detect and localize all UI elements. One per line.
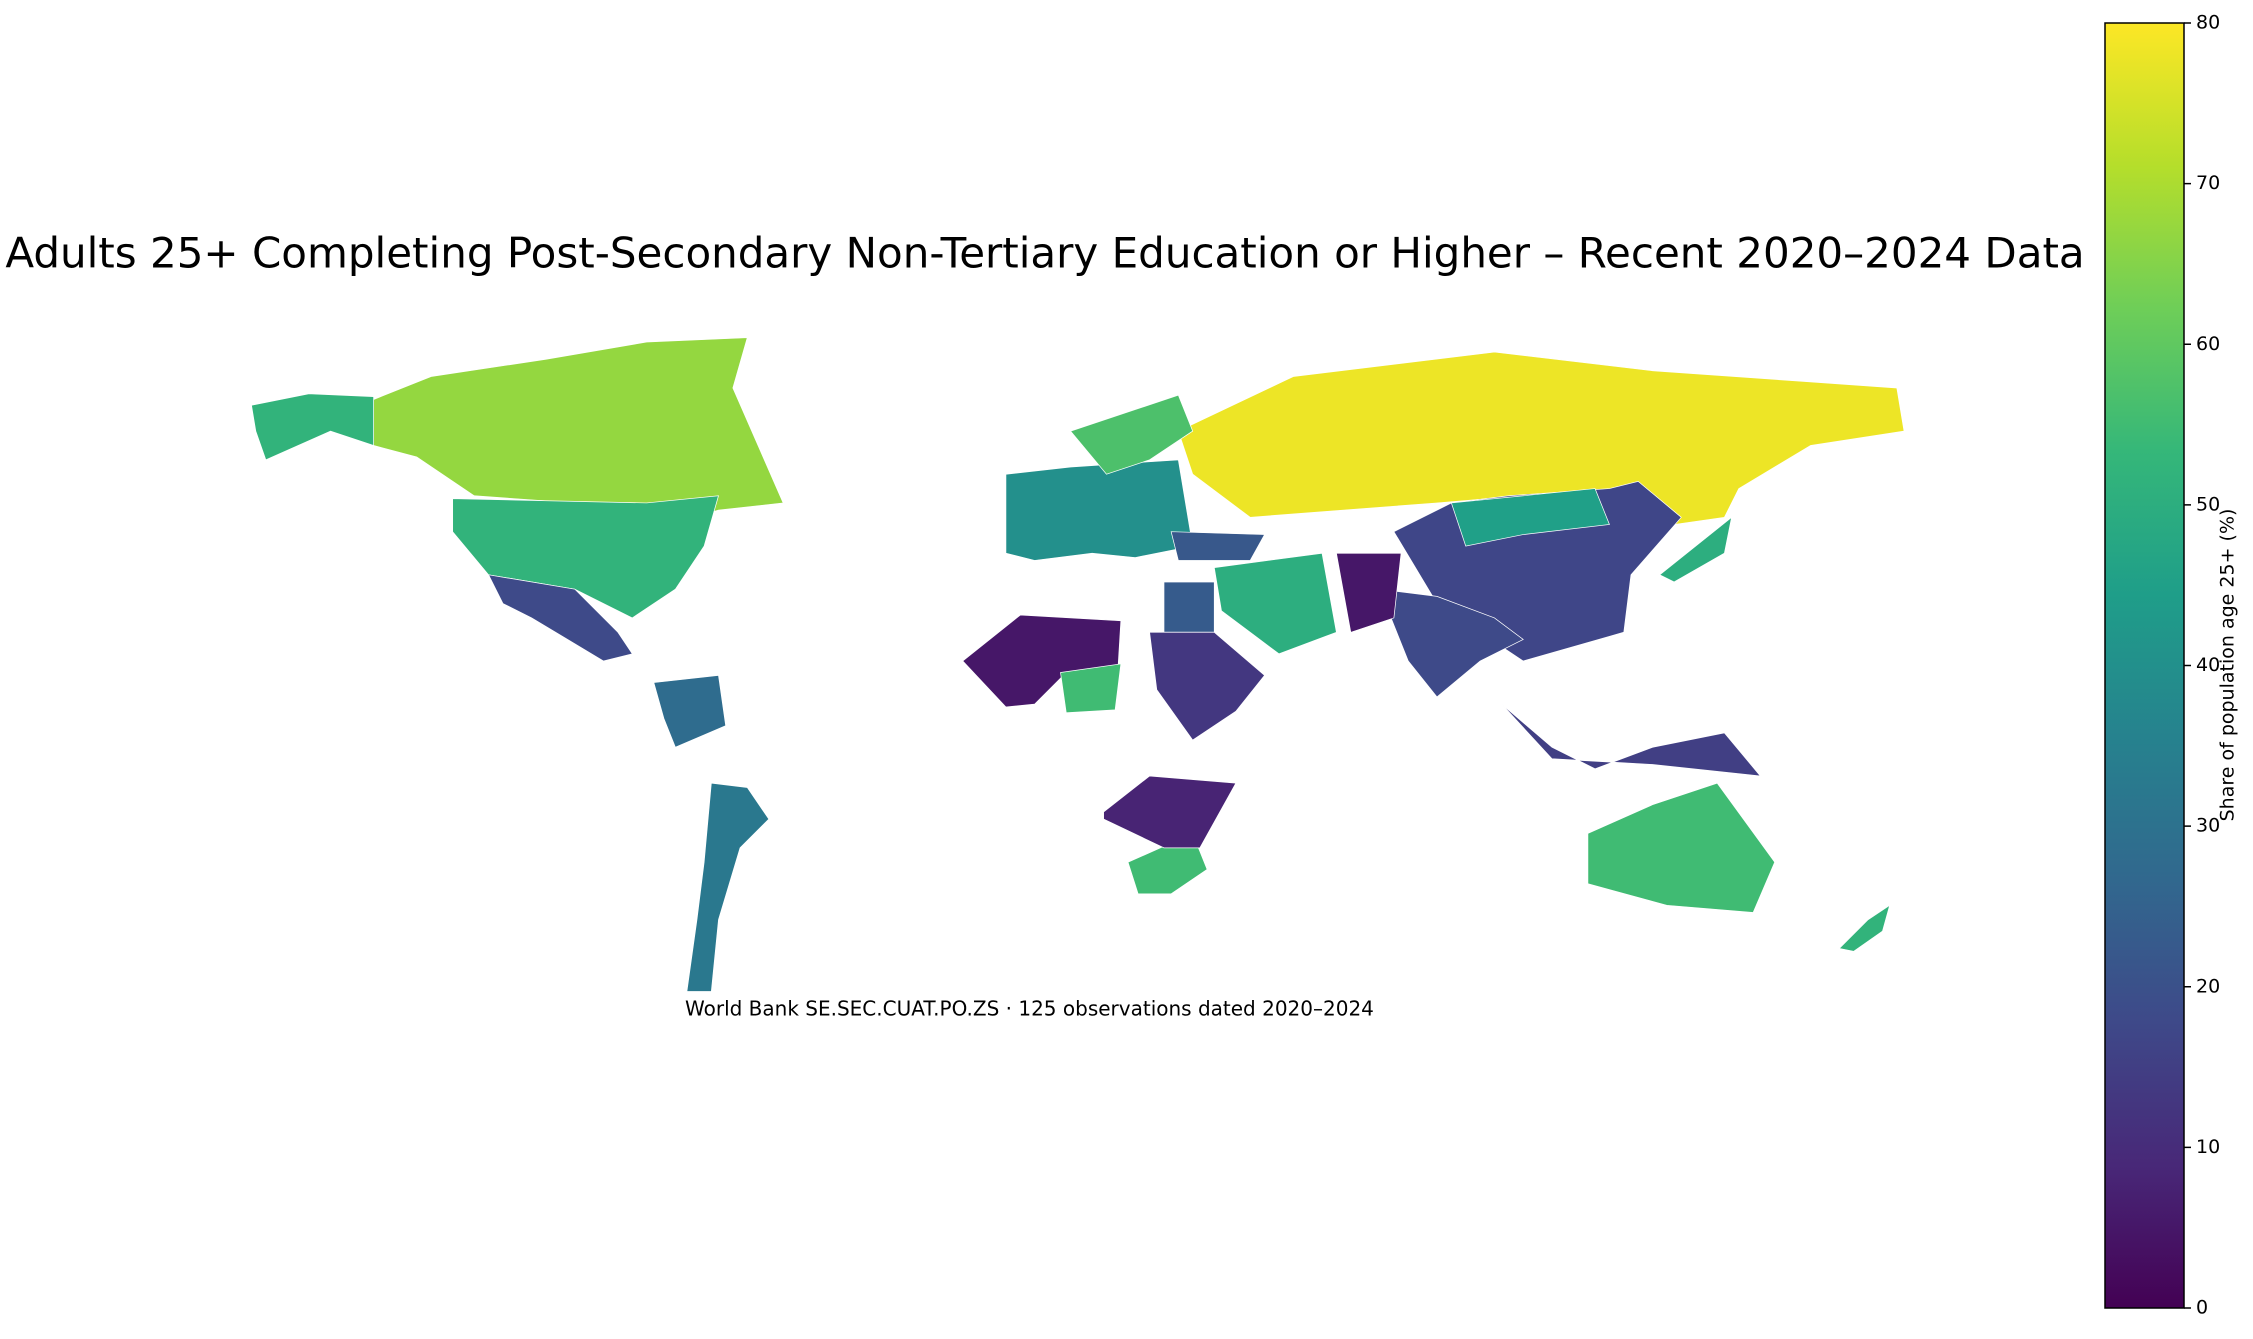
country-region (1170, 531, 1266, 561)
colorbar-tick-label: 50 (2196, 493, 2220, 515)
country-region (1378, 588, 1524, 698)
colorbar-tick-label: 60 (2196, 333, 2220, 355)
country-region (1005, 459, 1194, 561)
country-region (1335, 552, 1402, 633)
country-region (1838, 904, 1891, 952)
colorbar-tick-label: 0 (2196, 1297, 2208, 1319)
map (251, 337, 1905, 992)
colorbar (2104, 22, 2185, 1309)
colorbar-tick-label: 10 (2196, 1136, 2220, 1158)
colorbar-ticks: 0 10 20 30 40 50 60 70 80 (2184, 12, 2220, 1319)
map-title: Adults 25+ Completing Post-Secondary Non… (5, 229, 2084, 278)
country-region (452, 495, 719, 619)
country-region (1163, 581, 1215, 633)
colorbar-tick-label: 70 (2196, 172, 2220, 194)
country-region (1149, 631, 1266, 741)
colorbar-label: Share of population age 25+ (%) (2217, 509, 2239, 822)
source-note: World Bank SE.SEC.CUAT.PO.ZS · 125 obser… (685, 997, 1374, 1021)
colorbar-tick-label: 20 (2196, 975, 2220, 997)
colorbar-tick-label: 40 (2196, 654, 2220, 676)
country-region (653, 674, 727, 748)
country-region (1587, 782, 1776, 913)
country-region (1450, 488, 1610, 547)
country-region (1659, 516, 1733, 583)
colorbar-tick-label: 30 (2196, 815, 2220, 837)
country-region (686, 782, 770, 992)
colorbar-tick-label: 80 (2196, 12, 2220, 34)
country-region (1069, 394, 1194, 475)
country-region (373, 337, 784, 533)
country-region (1177, 351, 1905, 533)
country-region (251, 393, 374, 461)
country-region (1213, 552, 1337, 655)
country-region (1060, 663, 1122, 714)
country-region (487, 574, 633, 662)
country-region (1103, 775, 1237, 849)
country-region (1501, 703, 1762, 777)
